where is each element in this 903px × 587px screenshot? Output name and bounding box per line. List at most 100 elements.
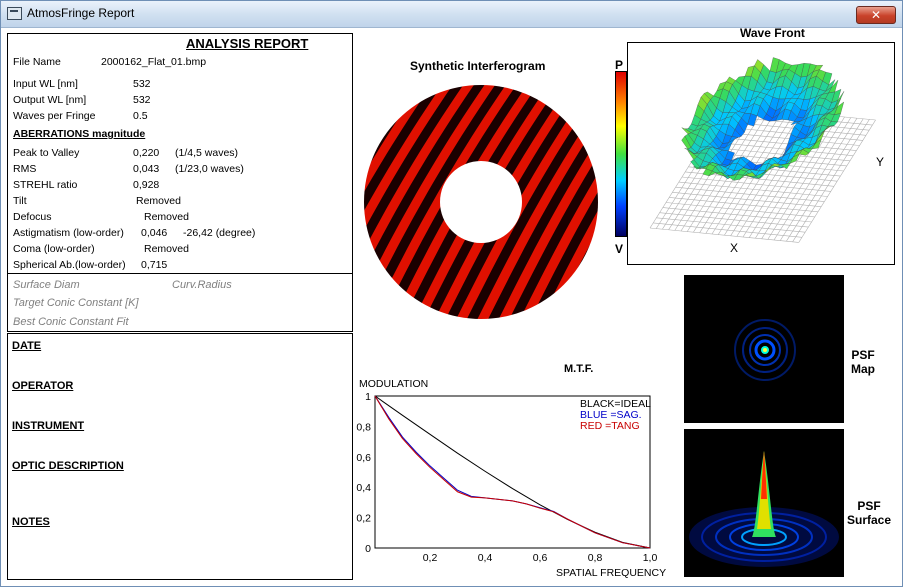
psf-surface-label: PSF Surface [847,499,891,527]
date-label: DATE [12,340,42,352]
wavefront-cell [811,138,822,150]
ptv-waves: (1/4,5 waves) [175,147,239,159]
output-wl-row: Output WL [nm] 532 [13,94,151,106]
mtf-y-tick-label: 0,8 [356,421,371,433]
title-bar[interactable]: AtmosFringe Report ✕ [1,1,902,28]
astigmatism-row: Astigmatism (low-order) 0,046 -26,42 (de… [13,227,255,239]
analysis-report-panel: ANALYSIS REPORT File Name 2000162_Flat_0… [7,33,353,332]
interferogram-fringe [518,168,601,322]
wavefront-cell [799,149,810,156]
mtf-x-tick-label: 0,8 [588,552,603,564]
psf-map-label-line2: Map [851,362,875,376]
wavefront-x-axis-label: X [730,241,739,255]
file-name-row: File Name 2000162_Flat_01.bmp [13,56,206,68]
mtf-title: M.T.F. [564,363,594,375]
psf-surface-image [684,429,844,577]
output-wl-value: 532 [133,94,151,106]
mtf-y-tick-label: 0,4 [356,482,371,494]
psf-surface-label-line2: Surface [847,513,892,527]
wavefront-grid-line [662,207,812,223]
mtf-plot-frame [374,395,651,549]
psf-surface-label-line1: PSF [857,499,881,513]
scale-peak-label: P [615,58,624,72]
interferogram-fringe [476,101,601,322]
wavefront-grid-line [672,192,822,207]
input-wl-row: Input WL [nm] 532 [13,78,151,90]
rms-waves: (1/23,0 waves) [175,163,244,175]
wavefront-grid-line [681,176,831,192]
close-button[interactable]: ✕ [856,6,896,24]
psf-map-image [684,275,844,423]
strehl-value: 0,928 [133,179,160,191]
mtf-legend-entry: BLACK=IDEAL [580,398,651,410]
waves-row: Waves per Fringe 0.5 [13,110,148,122]
input-wl-value: 532 [133,78,151,90]
scale-valley-label: V [615,242,624,256]
rms-value: 0,043 [133,163,160,175]
input-wl-label: Input WL [nm] [13,78,78,90]
mtf-x-tick-label: 0,4 [478,552,493,564]
psf-surface-plot [689,451,839,567]
app-icon [7,7,22,20]
interferogram-title: Synthetic Interferogram [410,59,546,73]
notes-label: NOTES [12,516,50,528]
mtf-legend-entry: BLUE =SAG. [580,409,642,421]
interferogram-fringe [454,82,601,322]
curv-radius-label: Curv.Radius [172,279,232,291]
wavefront-grid-line [675,186,825,202]
wavefront-cell [770,163,782,167]
psf-map-rings [734,319,796,381]
coma-row: Coma (low-order) Removed [13,243,189,255]
mtf-chart: 0 0,2 0,4 0,6 0,8 1 0,2 0,4 0,6 0,8 1,0 BLACK=IDEA… [356,391,658,564]
rms-label: RMS [13,163,37,175]
file-name-value: 2000162_Flat_01.bmp [101,56,207,68]
optic-description-label: OPTIC DESCRIPTION [12,460,124,472]
mtf-y-tick-label: 0 [365,543,371,555]
interferogram-fringe [391,82,540,322]
wavefront-grid-line [653,222,803,238]
report-content: ANALYSIS REPORT File Name 2000162_Flat_0… [1,26,902,586]
surface-diam-label: Surface Diam [13,279,80,291]
mtf-y-tick-label: 0,2 [356,513,371,525]
tilt-value: Removed [136,195,181,207]
wavefront-grid-line [659,212,809,228]
wavefront-cell [745,172,756,177]
mtf-legend-entry: RED =TANG [580,420,640,432]
defocus-row: Defocus Removed [13,211,189,223]
astigmatism-value: 0,046 [141,227,168,239]
waves-value: 0.5 [133,110,148,122]
wavefront-color-scale [615,71,627,237]
mtf-y-axis-label: MODULATION [359,378,429,390]
wavefront-title: Wave Front [740,26,805,40]
mtf-x-axis-label: SPATIAL FREQUENCY [556,567,667,579]
interferogram-fringe [369,82,519,322]
mtf-y-tick-label: 0,6 [356,452,371,464]
spherical-row: Spherical Ab.(low-order) 0,715 [13,259,167,271]
wavefront-cell [780,163,791,170]
interferogram-fringe [582,284,601,322]
target-conic-label: Target Conic Constant [K] [13,297,139,309]
astigmatism-angle: -26,42 (degree) [183,227,256,239]
ptv-row: Peak to Valley 0,220 (1/4,5 waves) [13,147,238,159]
wavefront-cell [747,113,758,127]
mtf-x-tick-label: 1,0 [643,552,658,564]
tilt-label: Tilt [13,195,27,207]
waves-label: Waves per Fringe [13,110,96,122]
tilt-row: Tilt Removed [13,195,181,207]
report-title: ANALYSIS REPORT [186,36,309,51]
spherical-value: 0,715 [141,259,168,271]
wavefront-cell [761,165,772,174]
interferogram-fringe [561,243,601,322]
interferogram-fringe [412,82,561,322]
coma-value: Removed [144,243,189,255]
wavefront-surface [649,57,876,243]
wavefront-grid-line [649,227,799,243]
operator-label: OPERATOR [12,380,74,392]
wavefront-plot: X Y [627,42,895,265]
defocus-label: Defocus [13,211,52,223]
coma-label: Coma (low-order) [13,243,95,255]
interferogram-fringes [361,82,601,322]
spherical-label: Spherical Ab.(low-order) [13,259,126,271]
mtf-x-tick-label: 0,2 [423,552,438,564]
